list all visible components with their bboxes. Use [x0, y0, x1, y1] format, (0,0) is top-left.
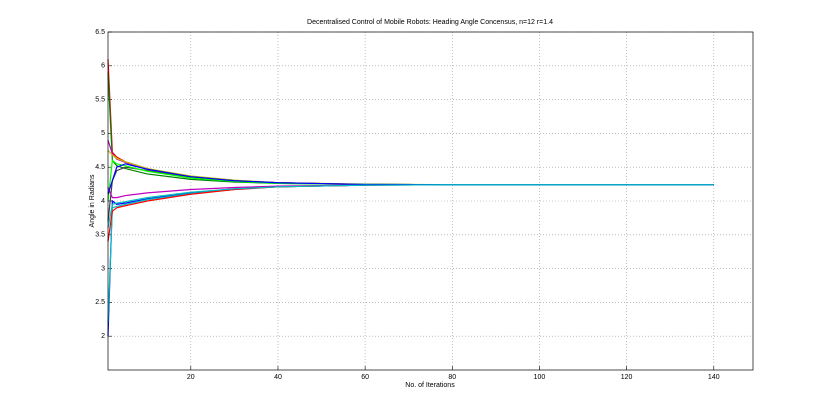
- data-line: [107, 184, 714, 229]
- x-tick-label: 60: [361, 374, 369, 381]
- plot-frame: [107, 31, 754, 371]
- y-tick-label: 4.5: [95, 164, 105, 171]
- x-tick-label: 20: [187, 374, 195, 381]
- y-tick-label: 5.5: [95, 96, 105, 103]
- x-axis-label: No. of Iterations: [405, 382, 455, 389]
- y-tick-label: 6: [101, 63, 105, 70]
- y-tick-label: 5: [101, 130, 105, 137]
- y-axis-label: Angle in Radians: [89, 174, 96, 227]
- y-tick-label: 2: [101, 333, 105, 340]
- x-tick-label: 140: [708, 374, 720, 381]
- y-tick-label: 6.5: [95, 29, 105, 36]
- y-tick-label: 4: [101, 198, 105, 205]
- y-tick-label: 3: [101, 265, 105, 272]
- y-tick-label: 3.5: [95, 232, 105, 239]
- x-tick-label: 40: [274, 374, 282, 381]
- chart-title: Decentralised Control of Mobile Robots: …: [307, 19, 553, 26]
- x-tick-label: 100: [534, 374, 546, 381]
- x-tick-label: 120: [621, 374, 633, 381]
- y-tick-label: 2.5: [95, 299, 105, 306]
- x-tick-label: 80: [448, 374, 456, 381]
